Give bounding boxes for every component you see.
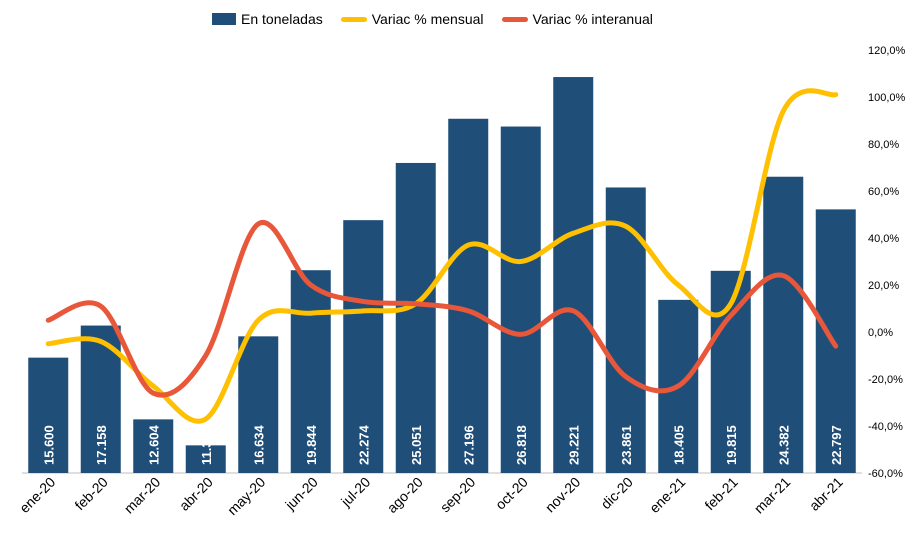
bar-value-label: 18.405 <box>671 425 686 465</box>
legend-swatch-yearly <box>501 16 528 22</box>
bar <box>395 162 436 473</box>
y-right-tick-label: 40,0% <box>868 233 899 245</box>
legend-label-yearly: Variac % interanual <box>532 11 653 27</box>
bar-value-label: 15.600 <box>41 425 56 465</box>
bar <box>238 336 279 473</box>
x-tick-label: nov-20 <box>542 474 584 516</box>
y-right-tick-label: 80,0% <box>868 139 899 151</box>
x-tick-label: jun-20 <box>281 474 321 514</box>
bar <box>763 176 804 473</box>
legend-label-bars: En toneladas <box>241 11 323 27</box>
legend: En toneladas Variac % mensual Variac % i… <box>212 11 653 27</box>
x-tick-label: ene-20 <box>16 474 58 516</box>
y-right-tick-label: 120,0% <box>868 45 906 57</box>
legend-swatch-bars <box>212 13 236 25</box>
y-right-tick-label: -20,0% <box>868 374 903 386</box>
bar <box>290 270 331 473</box>
bar <box>133 419 174 473</box>
x-tick-label: ago-20 <box>384 474 426 516</box>
line-series-yearly <box>45 219 839 398</box>
bar-value-label: 17.158 <box>94 425 109 465</box>
x-tick-label: feb-20 <box>71 474 111 514</box>
bar <box>500 126 541 474</box>
y-right-tick-label: 0,0% <box>868 327 893 339</box>
bar-value-label: 29.221 <box>566 425 581 465</box>
bar <box>28 357 69 473</box>
bar-value-label: 27.196 <box>461 425 476 465</box>
x-tick-label: oct-20 <box>492 474 531 513</box>
bar <box>185 445 226 473</box>
line-series-monthly <box>45 88 839 424</box>
x-tick-label: feb-21 <box>701 474 741 514</box>
y-right-tick-label: 20,0% <box>868 280 899 292</box>
bar-value-label: 24.382 <box>776 425 791 465</box>
bar-value-label: 19.815 <box>724 425 739 465</box>
x-tick-label: jul-20 <box>337 474 373 510</box>
bar-value-label: 16.634 <box>251 424 266 465</box>
legend-item-bars: En toneladas <box>212 11 323 27</box>
x-tick-label: dic-20 <box>598 474 636 512</box>
bar <box>343 220 384 473</box>
x-tick-label: may-20 <box>224 474 268 518</box>
bar-value-label: 25.051 <box>409 425 424 465</box>
bar-value-label: 19.844 <box>304 424 319 465</box>
legend-label-monthly: Variac % mensual <box>371 11 484 27</box>
legend-swatch-monthly <box>340 16 367 22</box>
bar-value-label: 22.274 <box>356 424 371 465</box>
y-right-tick-label: 100,0% <box>868 92 906 104</box>
bar-value-label: 23.861 <box>619 425 634 465</box>
bar <box>815 209 856 473</box>
bar-value-label: 22.797 <box>829 425 844 465</box>
y-right-tick-label: -40,0% <box>868 421 903 433</box>
x-tick-label: mar-20 <box>121 474 164 517</box>
bar-value-label: 12.604 <box>146 424 161 465</box>
legend-item-monthly: Variac % mensual <box>340 11 484 27</box>
bar-value-label: 26.818 <box>514 425 529 465</box>
y-right-tick-label: 60,0% <box>868 186 899 198</box>
bar-value-label: 11.342 <box>199 426 214 465</box>
x-tick-label: mar-21 <box>751 474 794 517</box>
bar <box>448 118 489 474</box>
y-right-tick-label: -60,0% <box>868 468 903 480</box>
x-tick-label: ene-21 <box>646 474 688 516</box>
bar <box>553 77 594 474</box>
x-tick-label: abr-20 <box>176 474 216 514</box>
x-tick-label: sep-20 <box>437 474 479 516</box>
x-tick-label: abr-21 <box>806 474 846 514</box>
legend-item-yearly: Variac % interanual <box>501 11 653 27</box>
